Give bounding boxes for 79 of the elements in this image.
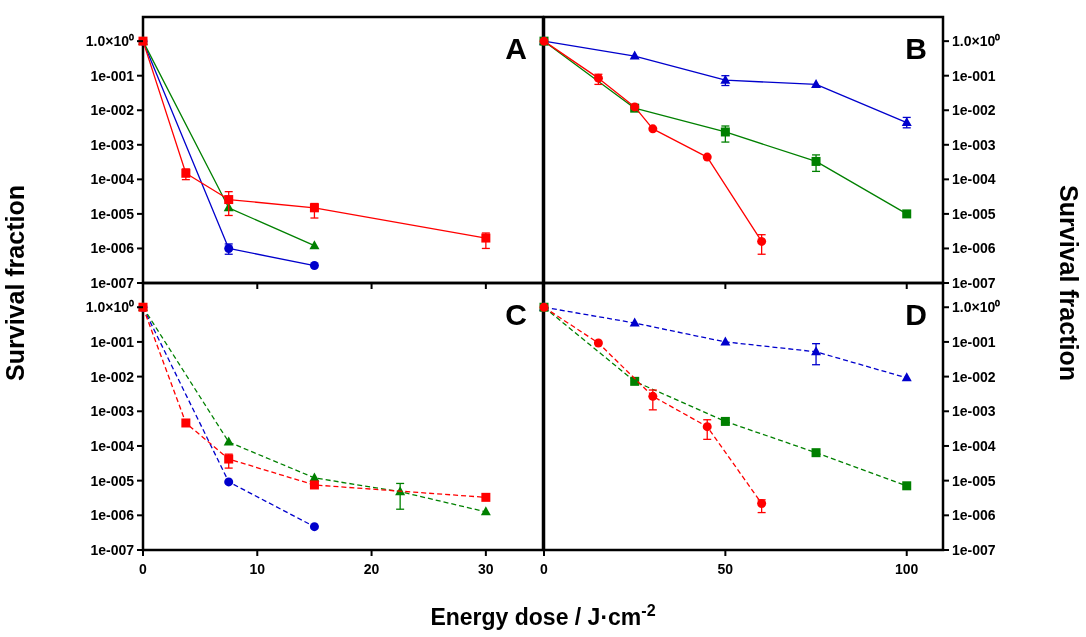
y-tick-label: 1e-001	[952, 67, 996, 84]
y-axis-title: Survival fraction	[1, 185, 29, 381]
y-tick-label: 1e-001	[90, 67, 135, 84]
annotation: B	[905, 32, 927, 65]
y-tick-label: 1e-007	[952, 542, 996, 558]
y-tick-label: 1e-004	[90, 437, 135, 454]
y-tick-label: 1.0×10⁰	[85, 33, 134, 50]
point	[630, 376, 640, 386]
point	[309, 522, 319, 532]
y-tick-label: 1e-005	[90, 205, 135, 222]
y-tick-label: 1.0×10⁰	[952, 33, 1001, 50]
x-tick-label: 30	[478, 561, 494, 577]
x-tick-label: 50	[717, 561, 734, 577]
y-tick-label: 1e-005	[952, 472, 996, 489]
point	[309, 480, 319, 490]
point	[720, 127, 730, 137]
point	[593, 338, 603, 348]
y-axis-title: Survival fraction	[1055, 185, 1083, 381]
y-tick-label: 1e-001	[90, 333, 135, 350]
point	[629, 317, 640, 327]
y-tick-label: 1e-002	[952, 102, 996, 119]
point	[902, 481, 912, 491]
y-tick-label: 1e-005	[952, 205, 996, 222]
y-tick-label: 1e-001	[952, 333, 996, 350]
y-tick-label: 1e-006	[90, 240, 135, 257]
point	[181, 418, 191, 428]
x-tick-label: 0	[139, 561, 148, 577]
y-tick-label: 1e-003	[90, 403, 135, 420]
y-tick-label: 1.0×10⁰	[952, 299, 1001, 316]
y-tick-label: 1e-003	[952, 136, 996, 153]
x-tick-label: 10	[249, 561, 266, 577]
y-tick-label: 1e-004	[952, 437, 996, 454]
y-tick-label: 1e-002	[90, 368, 135, 385]
y-tick-label: 1e-002	[952, 368, 996, 385]
y-tick-label: 1e-006	[952, 507, 996, 524]
point	[481, 233, 491, 243]
point	[481, 492, 491, 502]
point	[811, 78, 822, 88]
y-tick-label: 1e-007	[952, 275, 996, 291]
point	[648, 391, 658, 401]
point	[811, 346, 822, 356]
point	[757, 236, 767, 246]
point	[480, 506, 491, 516]
point	[224, 454, 234, 464]
point	[648, 124, 658, 134]
point	[720, 336, 731, 346]
point	[309, 240, 320, 250]
y-tick-label: 1e-005	[90, 472, 135, 489]
y-tick-label: 1e-006	[90, 507, 135, 524]
y-tick-label: 1e-004	[90, 171, 135, 188]
y-tick-label: 1e-003	[90, 136, 135, 153]
point	[901, 372, 912, 382]
annotation: A	[505, 32, 527, 65]
point	[309, 261, 319, 271]
point	[811, 156, 821, 166]
point	[702, 152, 712, 162]
y-tick-label: 1e-007	[90, 275, 135, 291]
point	[811, 448, 821, 458]
y-tick-label: 1.0×10⁰	[85, 299, 134, 316]
point	[224, 477, 234, 487]
y-tick-label: 1e-007	[90, 542, 135, 558]
x-axis-title: Energy dose / J·cm$^{-2}$	[430, 601, 656, 630]
y-tick-label: 1e-006	[952, 240, 996, 257]
point	[309, 203, 319, 213]
y-tick-label: 1e-003	[952, 403, 996, 420]
point	[629, 50, 640, 60]
point	[757, 498, 767, 508]
point	[902, 209, 912, 219]
x-tick-label: 100	[895, 561, 919, 577]
x-tick-label: 0	[540, 561, 549, 577]
point	[223, 436, 234, 446]
y-tick-label: 1e-002	[90, 102, 135, 119]
y-tick-label: 1e-004	[952, 171, 996, 188]
x-tick-label: 20	[363, 561, 380, 577]
point	[720, 416, 730, 426]
annotation: D	[905, 298, 927, 331]
annotation: C	[505, 298, 527, 331]
point	[224, 195, 234, 205]
point	[702, 422, 712, 432]
